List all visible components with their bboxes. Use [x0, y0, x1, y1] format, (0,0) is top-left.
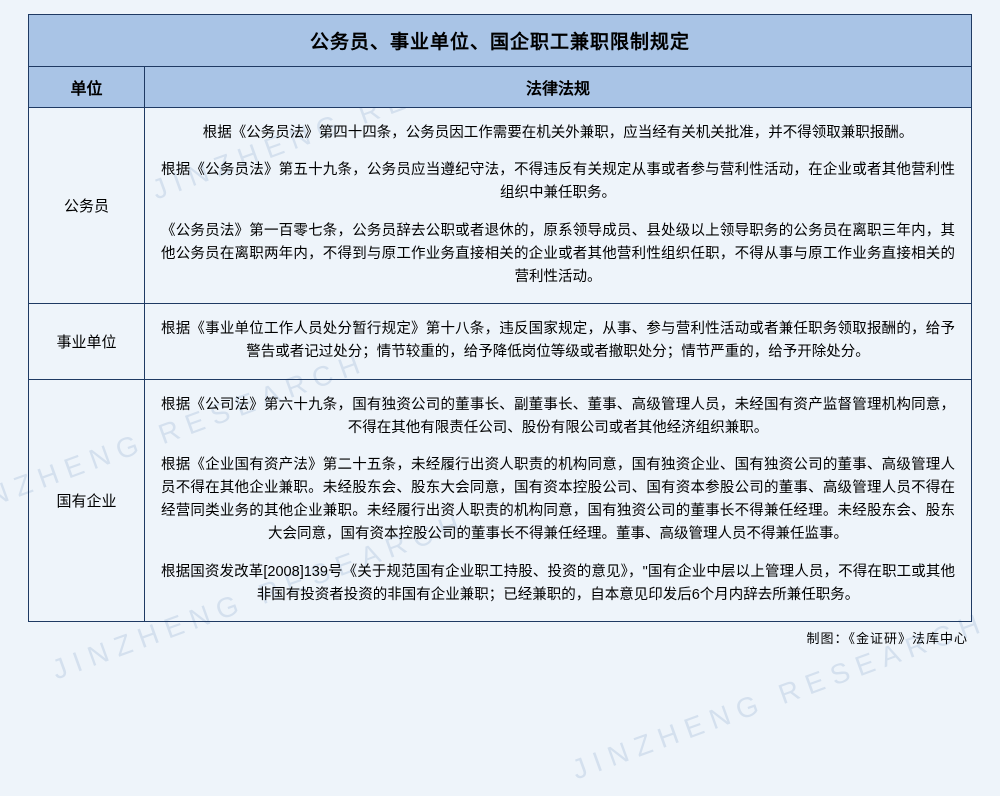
- law-cell: 根据《公司法》第六十九条，国有独资公司的董事长、副董事长、董事、高级管理人员，未…: [145, 379, 972, 622]
- table-title: 公务员、事业单位、国企职工兼职限制规定: [29, 15, 972, 67]
- credit-line: 制图：《金证研》法库中心: [28, 622, 972, 647]
- table-header-row: 单位 法律法规: [29, 67, 972, 108]
- table-row: 事业单位 根据《事业单位工作人员处分暂行规定》第十八条，违反国家规定，从事、参与…: [29, 304, 972, 379]
- unit-cell: 国有企业: [29, 379, 145, 622]
- regulation-table: 公务员、事业单位、国企职工兼职限制规定 单位 法律法规 公务员 根据《公务员法》…: [28, 14, 972, 622]
- table-row: 国有企业 根据《公司法》第六十九条，国有独资公司的董事长、副董事长、董事、高级管…: [29, 379, 972, 622]
- law-cell: 根据《事业单位工作人员处分暂行规定》第十八条，违反国家规定，从事、参与营利性活动…: [145, 304, 972, 379]
- table-row: 公务员 根据《公务员法》第四十四条，公务员因工作需要在机关外兼职，应当经有关机关…: [29, 108, 972, 304]
- law-paragraph: 根据《事业单位工作人员处分暂行规定》第十八条，违反国家规定，从事、参与营利性活动…: [161, 318, 955, 364]
- law-paragraph: 根据《公务员法》第五十九条，公务员应当遵纪守法，不得违反有关规定从事或者参与营利…: [161, 159, 955, 205]
- unit-cell: 事业单位: [29, 304, 145, 379]
- page-container: 公务员、事业单位、国企职工兼职限制规定 单位 法律法规 公务员 根据《公务员法》…: [0, 0, 1000, 657]
- law-paragraph: 根据《企业国有资产法》第二十五条，未经履行出资人职责的机构同意，国有独资企业、国…: [161, 454, 955, 547]
- table-title-row: 公务员、事业单位、国企职工兼职限制规定: [29, 15, 972, 67]
- law-paragraph: 《公务员法》第一百零七条，公务员辞去公职或者退休的，原系领导成员、县处级以上领导…: [161, 220, 955, 290]
- unit-cell: 公务员: [29, 108, 145, 304]
- column-header-law: 法律法规: [145, 67, 972, 108]
- law-paragraph: 根据国资发改革[2008]139号《关于规范国有企业职工持股、投资的意见》，"国…: [161, 561, 955, 607]
- column-header-unit: 单位: [29, 67, 145, 108]
- law-paragraph: 根据《公司法》第六十九条，国有独资公司的董事长、副董事长、董事、高级管理人员，未…: [161, 394, 955, 440]
- law-cell: 根据《公务员法》第四十四条，公务员因工作需要在机关外兼职，应当经有关机关批准，并…: [145, 108, 972, 304]
- law-paragraph: 根据《公务员法》第四十四条，公务员因工作需要在机关外兼职，应当经有关机关批准，并…: [161, 122, 955, 145]
